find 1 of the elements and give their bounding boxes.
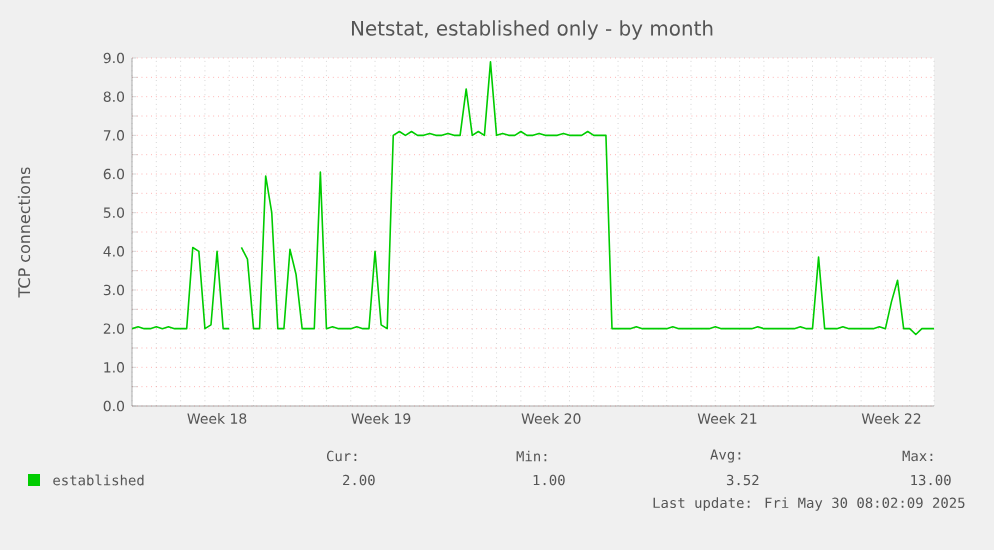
chart-title: Netstat, established only - by month xyxy=(352,20,713,40)
